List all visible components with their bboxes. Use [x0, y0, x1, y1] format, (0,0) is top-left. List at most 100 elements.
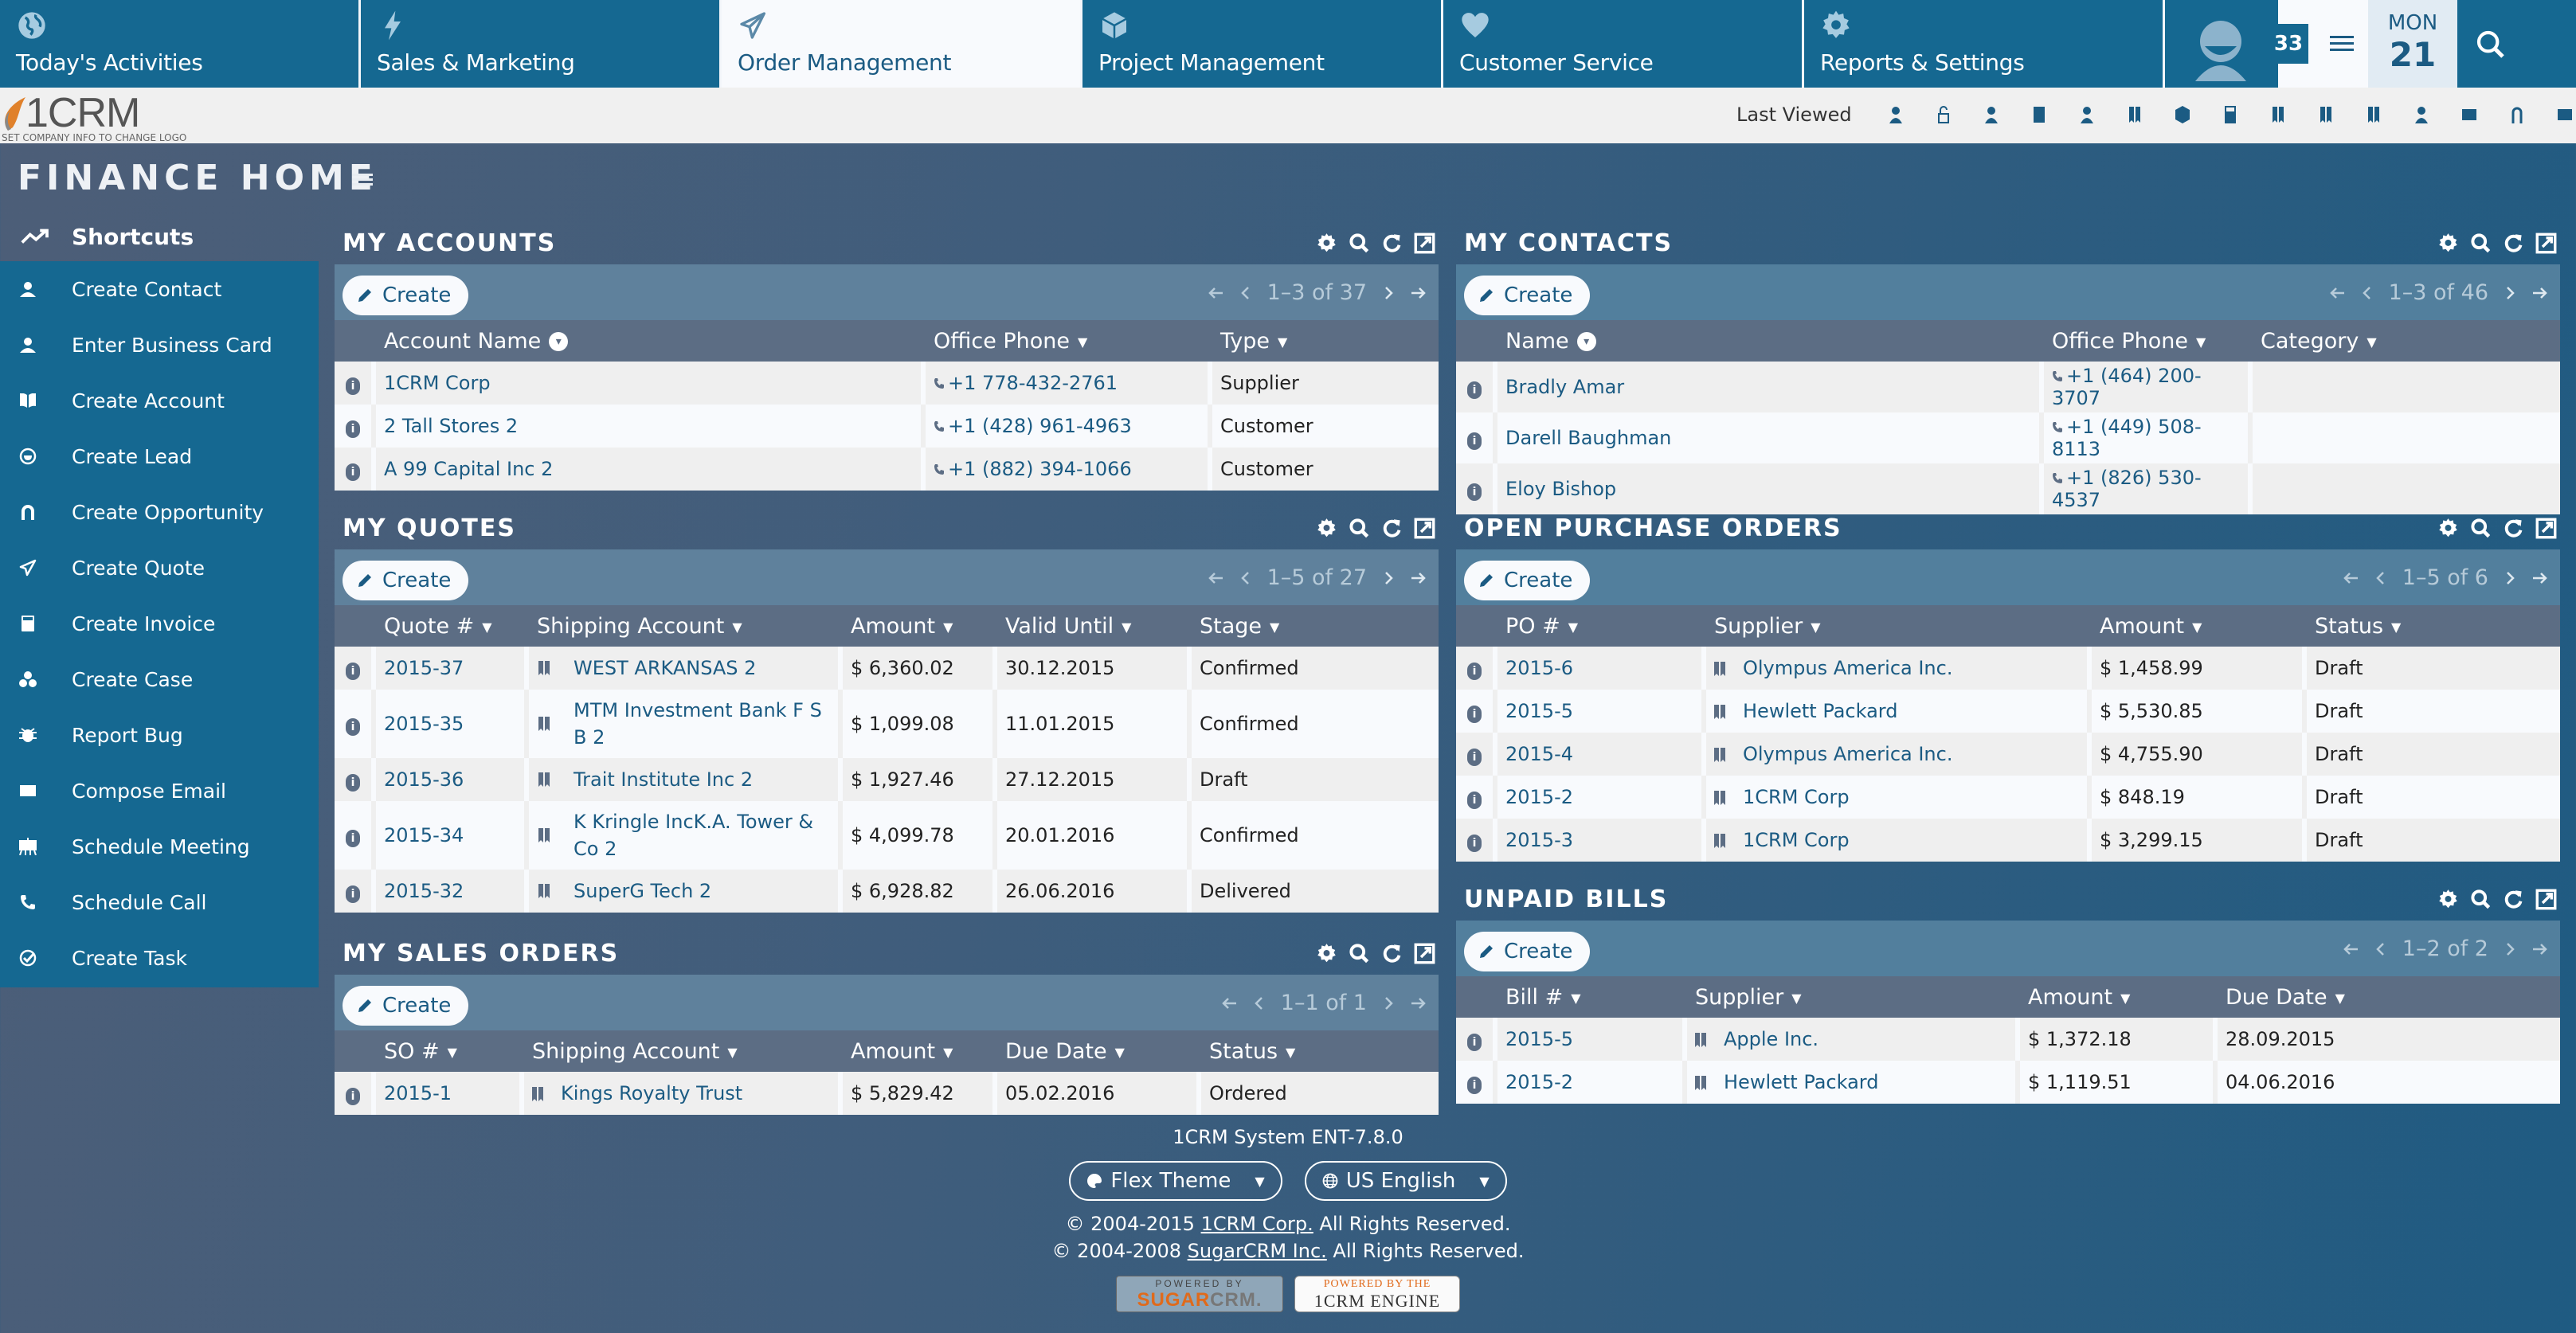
shortcut-create-account[interactable]: Create Account	[0, 373, 319, 428]
create-purchase-order-button[interactable]: Create	[1464, 561, 1591, 600]
last-viewed-contact-icon[interactable]	[1872, 102, 1920, 127]
powered-by-1crm-badge[interactable]: POWERED BY THE 1CRM ENGINE	[1294, 1276, 1460, 1312]
info-icon[interactable]: i	[1467, 432, 1482, 450]
tab-order-management[interactable]: Order Management	[722, 0, 1082, 88]
tab-sales-marketing[interactable]: Sales & Marketing	[361, 0, 722, 88]
contact-link[interactable]: Eloy Bishop	[1505, 478, 1617, 500]
create-quote-button[interactable]: Create	[343, 561, 469, 600]
info-icon[interactable]: i	[1467, 381, 1482, 399]
prev-page-icon[interactable]	[1237, 569, 1255, 587]
last-viewed-invoice-icon[interactable]	[2206, 102, 2254, 127]
phone-link[interactable]: +1 (882) 394-1066	[948, 458, 1132, 480]
info-icon[interactable]: i	[346, 463, 360, 481]
phone-link[interactable]: +1 (449) 508-8113	[2052, 416, 2202, 460]
tab-project-management[interactable]: Project Management	[1082, 0, 1443, 88]
next-page-icon[interactable]	[2501, 284, 2519, 302]
powered-by-sugarcrm-badge[interactable]: POWERED BY SUGARCRM.	[1116, 1276, 1283, 1312]
supplier-link[interactable]: Olympus America Inc.	[1743, 657, 1953, 679]
column-header-amount[interactable]: Amount ▼	[843, 1030, 997, 1072]
refresh-icon[interactable]	[2503, 233, 2524, 254]
shipping-account-link[interactable]: Trait Institute Inc 2	[574, 768, 754, 791]
open-external-icon[interactable]	[2535, 889, 2557, 910]
prev-page-icon[interactable]	[2359, 284, 2376, 302]
next-page-icon[interactable]	[1380, 284, 1397, 302]
info-icon[interactable]: i	[346, 420, 360, 438]
last-viewed-email-icon[interactable]	[2541, 102, 2576, 127]
info-icon[interactable]: i	[346, 885, 360, 903]
po-number-link[interactable]: 2015-5	[1505, 700, 1574, 722]
last-page-icon[interactable]	[1410, 569, 1427, 587]
last-viewed-account-icon[interactable]	[2111, 102, 2159, 127]
sugarcrm-link[interactable]: SugarCRM Inc.	[1187, 1240, 1327, 1262]
column-header-shipping-account[interactable]: Shipping Account ▼	[529, 605, 843, 647]
account-link[interactable]: A 99 Capital Inc 2	[384, 458, 554, 480]
gear-icon[interactable]	[1316, 943, 1337, 964]
shipping-account-link[interactable]: Kings Royalty Trust	[561, 1082, 743, 1104]
contact-link[interactable]: Darell Baughman	[1505, 427, 1672, 449]
tab-todays-activities[interactable]: Today's Activities	[0, 0, 361, 88]
create-account-button[interactable]: Create	[343, 276, 469, 315]
user-avatar[interactable]	[2179, 0, 2267, 88]
account-link[interactable]: 2 Tall Stores 2	[384, 415, 519, 437]
next-page-icon[interactable]	[2501, 940, 2519, 958]
shortcut-create-case[interactable]: Create Case	[0, 651, 319, 707]
language-select[interactable]: US English ▼	[1304, 1161, 1507, 1201]
column-header-amount[interactable]: Amount ▼	[2092, 605, 2307, 647]
column-header-amount[interactable]: Amount ▼	[2020, 976, 2218, 1018]
shortcut-schedule-call[interactable]: Schedule Call	[0, 874, 319, 930]
shortcuts-heading[interactable]: Shortcuts	[0, 213, 319, 260]
open-external-icon[interactable]	[1414, 233, 1435, 254]
last-viewed-contact-icon[interactable]	[2398, 102, 2445, 127]
gear-icon[interactable]	[1316, 518, 1337, 539]
create-sales-order-button[interactable]: Create	[343, 986, 469, 1026]
column-header-category[interactable]: Category ▼	[2253, 320, 2560, 362]
open-external-icon[interactable]	[1414, 518, 1435, 539]
shipping-account-link[interactable]: K Kringle IncK.A. Tower & Co 2	[574, 811, 814, 860]
shortcut-create-quote[interactable]: Create Quote	[0, 540, 319, 596]
shipping-account-link[interactable]: WEST ARKANSAS 2	[574, 657, 757, 679]
info-icon[interactable]: i	[346, 829, 360, 847]
info-icon[interactable]: i	[1467, 1076, 1482, 1094]
po-number-link[interactable]: 2015-2	[1505, 786, 1574, 808]
shortcut-create-opportunity[interactable]: Create Opportunity	[0, 484, 319, 540]
info-icon[interactable]: i	[346, 662, 360, 680]
last-page-icon[interactable]	[2531, 940, 2549, 958]
shortcut-create-task[interactable]: Create Task	[0, 930, 319, 986]
last-viewed-account-icon[interactable]	[2302, 102, 2350, 127]
first-page-icon[interactable]	[2342, 569, 2359, 587]
last-viewed-opportunity-icon[interactable]	[2493, 102, 2541, 127]
shipping-account-link[interactable]: MTM Investment Bank F S B 2	[574, 699, 822, 749]
refresh-icon[interactable]	[2503, 518, 2524, 539]
last-viewed-product-icon[interactable]	[2159, 102, 2206, 127]
create-contact-button[interactable]: Create	[1464, 276, 1591, 315]
search-icon[interactable]	[2470, 518, 2492, 539]
last-viewed-email-icon[interactable]	[2445, 102, 2493, 127]
supplier-link[interactable]: 1CRM Corp	[1743, 829, 1850, 851]
supplier-link[interactable]: 1CRM Corp	[1743, 786, 1850, 808]
so-number-link[interactable]: 2015-1	[384, 1082, 452, 1104]
column-header-stage[interactable]: Stage ▼	[1192, 605, 1439, 647]
bill-number-link[interactable]: 2015-5	[1505, 1028, 1574, 1050]
first-page-icon[interactable]	[1220, 995, 1238, 1012]
shortcut-enter-business-card[interactable]: Enter Business Card	[0, 317, 319, 373]
quote-number-link[interactable]: 2015-34	[384, 824, 464, 846]
open-external-icon[interactable]	[1414, 943, 1435, 964]
last-viewed-account-icon[interactable]	[2350, 102, 2398, 127]
create-bill-button[interactable]: Create	[1464, 932, 1591, 971]
supplier-link[interactable]: Olympus America Inc.	[1743, 743, 1953, 765]
refresh-icon[interactable]	[1381, 943, 1403, 964]
last-viewed-contact-icon[interactable]	[1967, 102, 2015, 127]
gear-icon[interactable]	[2437, 889, 2459, 910]
search-icon[interactable]	[1349, 233, 1370, 254]
last-viewed-lock-icon[interactable]	[1920, 102, 1967, 127]
page-menu-icon[interactable]	[352, 169, 374, 191]
quote-number-link[interactable]: 2015-32	[384, 880, 464, 902]
column-header-so-number[interactable]: SO # ▼	[376, 1030, 524, 1072]
prev-page-icon[interactable]	[2372, 569, 2390, 587]
first-page-icon[interactable]	[2342, 940, 2359, 958]
column-header-status[interactable]: Status ▼	[2307, 605, 2560, 647]
shortcut-create-invoice[interactable]: Create Invoice	[0, 596, 319, 651]
open-external-icon[interactable]	[2535, 233, 2557, 254]
gear-icon[interactable]	[2437, 233, 2459, 254]
info-icon[interactable]: i	[346, 717, 360, 736]
